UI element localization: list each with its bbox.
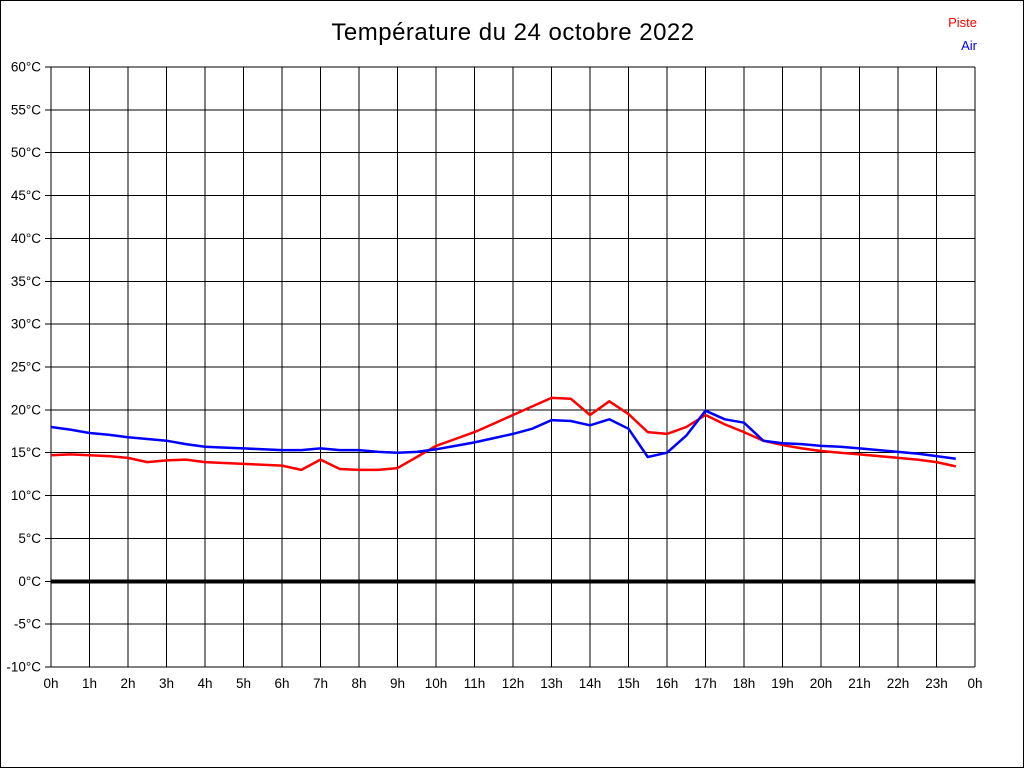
x-tick-label: 3h — [159, 676, 174, 691]
series-line-air — [50, 409, 956, 460]
x-tick-label: 9h — [390, 676, 405, 691]
x-tick-label: 5h — [236, 676, 251, 691]
x-tick-label: 2h — [120, 676, 135, 691]
x-tick-label: 4h — [197, 676, 212, 691]
y-tick-label: 35°C — [11, 274, 41, 289]
x-tick-label: 7h — [313, 676, 328, 691]
y-tick-label: 5°C — [18, 531, 41, 546]
y-tick-label: 30°C — [11, 317, 41, 332]
x-tick-label: 13h — [540, 676, 563, 691]
x-tick-label: 15h — [617, 676, 640, 691]
x-tick-label: 18h — [733, 676, 756, 691]
x-tick-label: 12h — [502, 676, 525, 691]
y-tick-label: 25°C — [11, 360, 41, 375]
x-tick-label: 0h — [43, 676, 58, 691]
x-tick-label: 1h — [82, 676, 97, 691]
y-tick-label: 10°C — [11, 488, 41, 503]
x-tick-label: 17h — [694, 676, 717, 691]
y-tick-label: 45°C — [11, 188, 41, 203]
y-tick-label: 15°C — [11, 445, 41, 460]
x-tick-label: 0h — [967, 676, 982, 691]
x-tick-label: 23h — [925, 676, 948, 691]
y-tick-label: 50°C — [11, 145, 41, 160]
series-line-piste — [50, 396, 957, 472]
chart-legend: Piste Air — [948, 11, 977, 57]
y-tick-label: 20°C — [11, 402, 41, 417]
x-tick-label: 16h — [656, 676, 679, 691]
x-tick-label: 6h — [274, 676, 289, 691]
y-tick-label: -10°C — [6, 660, 41, 675]
x-tick-label: 10h — [425, 676, 448, 691]
x-tick-label: 14h — [579, 676, 602, 691]
chart-title: Température du 24 octobre 2022 — [331, 19, 695, 46]
x-tick-label: 19h — [771, 676, 794, 691]
y-tick-label: 60°C — [11, 60, 41, 75]
x-tick-label: 21h — [848, 676, 871, 691]
x-tick-label: 22h — [887, 676, 910, 691]
legend-item-air: Air — [961, 38, 977, 53]
y-tick-label: 40°C — [11, 231, 41, 246]
legend-item-piste: Piste — [948, 15, 977, 30]
x-tick-label: 8h — [351, 676, 366, 691]
x-tick-label: 20h — [810, 676, 833, 691]
y-tick-label: 55°C — [11, 102, 41, 117]
y-tick-label: -5°C — [14, 617, 41, 632]
x-tick-label: 11h — [464, 676, 486, 691]
y-tick-label: 0°C — [18, 574, 41, 589]
